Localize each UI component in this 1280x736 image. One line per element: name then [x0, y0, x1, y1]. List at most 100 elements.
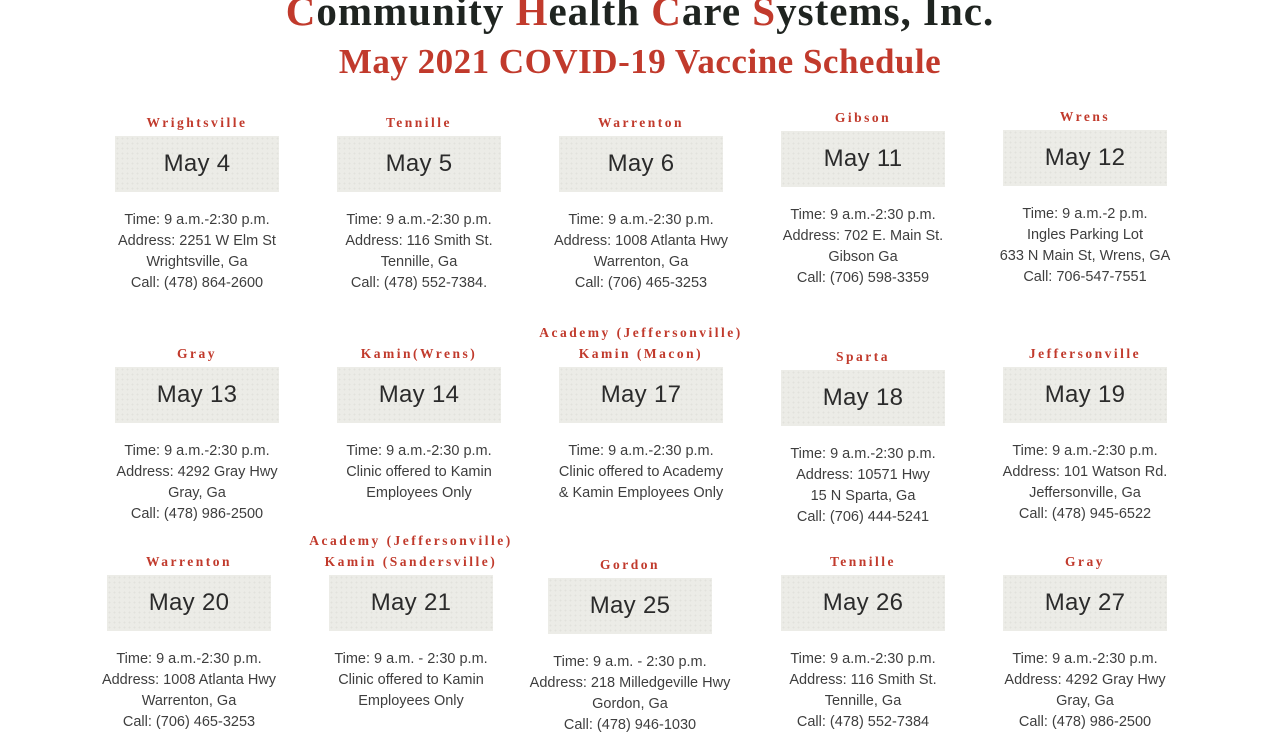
card-detail-line: Gibson Ga — [828, 249, 898, 265]
card-date-box: May 19 — [1003, 367, 1167, 423]
card-detail-line: Call: (478) 986-2500 — [1018, 714, 1152, 730]
brand-initial: S — [752, 0, 777, 34]
card-detail-line: Gordon, Ga — [592, 696, 668, 712]
card-detail-line: Call: (478) 986-2500 — [130, 506, 264, 522]
schedule-card: Gray May 13 Time: 9 a.m.-2:30 p.m. Addres… — [86, 320, 308, 525]
card-date-box: May 26 — [781, 575, 945, 631]
card-detail-line: Time: 9 a.m.-2:30 p.m. — [346, 443, 492, 459]
card-city-line: Gray — [1065, 554, 1105, 569]
card-detail-line: Clinic offered to Academy — [558, 464, 724, 480]
card-detail-line: Time: 9 a.m.-2 p.m. — [1022, 206, 1148, 222]
card-details: Time: 9 a.m.-2 p.m. Ingles Parking Lot 633… — [1000, 204, 1171, 288]
card-detail-line: Address: 116 Smith St. — [345, 233, 493, 249]
card-city-line: Kamin (Sandersville) — [324, 554, 498, 569]
card-detail-line: Ingles Parking Lot — [1026, 227, 1144, 243]
card-date-box: May 12 — [1003, 130, 1167, 186]
schedule-row-2: Gray May 13 Time: 9 a.m.-2:30 p.m. Addres… — [86, 320, 1196, 525]
card-detail-line: Call: (706) 598-3359 — [796, 270, 930, 286]
card-date-label: May 25 — [589, 592, 671, 619]
card-date-label: May 27 — [1044, 589, 1126, 616]
card-city-line: Academy (Jeffersonville) — [309, 533, 513, 548]
page-title: Community Health Care Systems, Inc. — [0, 0, 1280, 32]
card-detail-line: Warrenton, Ga — [593, 254, 689, 270]
card-detail-line: Clinic offered to Kamin — [338, 672, 484, 688]
card-detail-line: Time: 9 a.m.-2:30 p.m. — [1012, 651, 1158, 667]
card-detail-line: Wrightsville, Ga — [146, 254, 248, 270]
card-date-label: May 17 — [600, 381, 682, 408]
card-detail-line: Time: 9 a.m.-2:30 p.m. — [568, 443, 714, 459]
schedule-card: Kamin(Wrens) May 14 Time: 9 a.m.-2:30 p.… — [308, 320, 530, 525]
card-date-label: May 20 — [148, 589, 230, 616]
card-details: Time: 9 a.m.-2:30 p.m. Address: 4292 Gray… — [1004, 649, 1165, 733]
card-detail-line: 15 N Sparta, Ga — [810, 488, 916, 504]
card-date-box: May 17 — [559, 367, 723, 423]
card-date-label: May 26 — [822, 589, 904, 616]
card-date-box: May 27 — [1003, 575, 1167, 631]
card-date-box: May 14 — [337, 367, 501, 423]
card-detail-line: Time: 9 a.m.-2:30 p.m. — [124, 212, 270, 228]
card-city-label: Kamin(Wrens) — [361, 320, 478, 364]
card-detail-line: Address: 10571 Hwy — [796, 467, 930, 483]
card-detail-line: Address: 4292 Gray Hwy — [116, 464, 278, 480]
card-city-label: Gibson — [835, 84, 891, 128]
card-details: Time: 9 a.m.-2:30 p.m. Address: 101 Watso… — [1003, 441, 1168, 525]
card-date-label: May 6 — [607, 150, 675, 177]
schedule-card: Warrenton May 20 Time: 9 a.m.-2:30 p.m. A… — [78, 528, 300, 733]
card-detail-line: & Kamin Employees Only — [558, 485, 724, 501]
schedule-card: Tennille May 26 Time: 9 a.m.-2:30 p.m. Ad… — [752, 528, 974, 733]
card-detail-line: Gray, Ga — [168, 485, 226, 501]
card-city-line: Warrenton — [598, 115, 684, 130]
schedule-card: Sparta May 18 Time: 9 a.m.-2:30 p.m. Addr… — [752, 323, 974, 528]
card-detail-line: Time: 9 a.m.-2:30 p.m. — [790, 446, 936, 462]
card-city-line: Wrightsville — [146, 115, 248, 130]
card-date-box: May 20 — [107, 575, 271, 631]
schedule-card: Warrenton May 6 Time: 9 a.m.-2:30 p.m. Ad… — [530, 89, 752, 294]
card-date-label: May 13 — [156, 381, 238, 408]
card-detail-line: Call: (478) 946-1030 — [563, 717, 697, 733]
card-details: Time: 9 a.m. - 2:30 p.m. Clinic offered t… — [334, 649, 487, 712]
card-date-box: May 4 — [115, 136, 279, 192]
card-city-line: Kamin(Wrens) — [360, 346, 478, 361]
card-date-box: May 13 — [115, 367, 279, 423]
schedule-row-1: Wrightsville May 4 Time: 9 a.m.-2:30 p.m… — [86, 89, 1196, 294]
card-details: Time: 9 a.m.-2:30 p.m. Address: 4292 Gray… — [116, 441, 277, 525]
brand-initial: H — [515, 0, 549, 34]
schedule-card: Gray May 27 Time: 9 a.m.-2:30 p.m. Addres… — [974, 528, 1196, 733]
card-details: Time: 9 a.m.-2:30 p.m. Address: 702 E. Ma… — [783, 205, 943, 289]
card-details: Time: 9 a.m.-2:30 p.m. Address: 1008 Atla… — [554, 210, 728, 294]
card-city-label: Wrightsville — [146, 89, 247, 133]
card-city-line: Academy (Jeffersonville) — [539, 325, 743, 340]
brand-text: Inc. — [923, 0, 995, 34]
card-detail-line: Tennille, Ga — [380, 254, 458, 270]
card-details: Time: 9 a.m.-2:30 p.m. Address: 116 Smith… — [345, 210, 492, 294]
page-subtitle: May 2021 COVID-19 Vaccine Schedule — [338, 42, 942, 81]
card-detail-line: Employees Only — [366, 485, 472, 501]
card-date-box: May 6 — [559, 136, 723, 192]
card-detail-line: Call: (706) 465-3253 — [122, 714, 256, 730]
card-detail-line: Gray, Ga — [1056, 693, 1114, 709]
card-detail-line: Call: 706-547-7551 — [1023, 269, 1147, 285]
card-city-label: Gray — [1065, 528, 1105, 572]
card-details: Time: 9 a.m.-2:30 p.m. Clinic offered to … — [559, 441, 723, 504]
card-date-box: May 25 — [548, 578, 712, 634]
card-detail-line: Time: 9 a.m.-2:30 p.m. — [1012, 443, 1158, 459]
schedule-card: Wrens May 12 Time: 9 a.m.-2 p.m. Ingles P… — [974, 83, 1196, 288]
card-detail-line: Address: 218 Milledgeville Hwy — [529, 675, 731, 691]
card-detail-line: Address: 1008 Atlanta Hwy — [553, 233, 729, 249]
card-city-line: Gibson — [834, 110, 892, 125]
card-city-label: Wrens — [1060, 83, 1110, 127]
card-details: Time: 9 a.m.-2:30 p.m. Address: 10571 Hwy… — [790, 444, 935, 528]
card-date-label: May 4 — [163, 150, 231, 177]
card-date-box: May 11 — [781, 131, 945, 187]
card-detail-line: Tennille, Ga — [824, 693, 902, 709]
card-detail-line: Time: 9 a.m.-2:30 p.m. — [346, 212, 492, 228]
card-detail-line: Employees Only — [358, 693, 464, 709]
card-detail-line: Call: (706) 465-3253 — [574, 275, 708, 291]
card-date-label: May 18 — [822, 384, 904, 411]
card-city-line: Gray — [177, 346, 217, 361]
card-city-line: Tennille — [829, 554, 897, 569]
brand-text: ommunity — [316, 0, 516, 34]
card-date-label: May 12 — [1044, 144, 1126, 171]
schedule-row-3: Warrenton May 20 Time: 9 a.m.-2:30 p.m. A… — [86, 528, 1196, 733]
schedule-card: Jeffersonville May 19 Time: 9 a.m.-2:30 … — [974, 320, 1196, 525]
